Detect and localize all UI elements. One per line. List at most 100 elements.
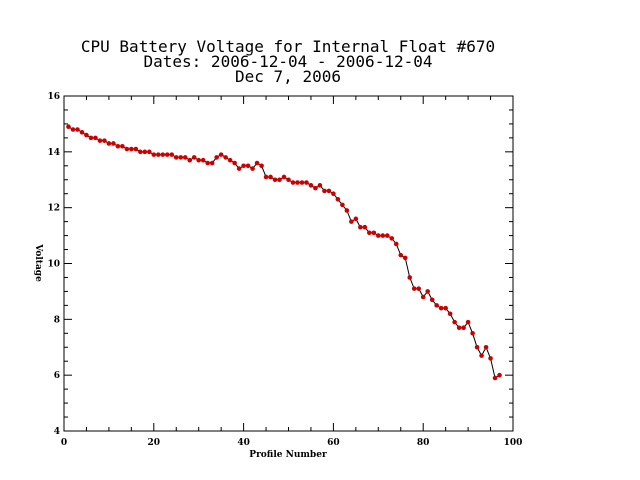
- data-point: [115, 143, 121, 149]
- data-point: [326, 188, 332, 194]
- data-point: [367, 230, 372, 236]
- data-point: [465, 319, 471, 325]
- data-point: [232, 160, 237, 166]
- data-point: [497, 372, 502, 378]
- data-point: [344, 208, 350, 213]
- data-point: [353, 216, 359, 222]
- data-point: [236, 166, 242, 171]
- data-point: [254, 160, 260, 166]
- data-point: [218, 152, 224, 157]
- data-point: [429, 297, 435, 303]
- y-tick-label: 12: [47, 204, 60, 214]
- data-point: [340, 202, 345, 208]
- data-point: [447, 311, 453, 317]
- data-point: [84, 132, 89, 138]
- data-point: [299, 180, 305, 185]
- data-point: [407, 275, 413, 280]
- data-point: [205, 160, 210, 166]
- data-point: [380, 233, 386, 238]
- x-tick-label: 40: [237, 438, 250, 448]
- data-point: [214, 155, 219, 160]
- data-point: [102, 138, 107, 143]
- data-point: [322, 188, 327, 194]
- data-point: [277, 177, 282, 183]
- data-point: [425, 289, 430, 294]
- series-voltage: [66, 124, 502, 381]
- data-point: [313, 185, 318, 191]
- data-point: [492, 375, 498, 381]
- chart-title-line-2: Dates: 2006-12-04 - 2006-12-04: [144, 52, 433, 71]
- data-point: [290, 180, 296, 185]
- data-point: [376, 233, 381, 238]
- data-point: [317, 183, 323, 188]
- data-point: [349, 219, 354, 224]
- data-point: [173, 155, 179, 160]
- data-point: [443, 305, 448, 311]
- data-point: [106, 141, 112, 146]
- data-point: [142, 149, 148, 155]
- data-point: [147, 149, 152, 155]
- data-point: [124, 146, 130, 152]
- x-tick-label: 80: [417, 438, 430, 448]
- data-point: [209, 160, 215, 166]
- y-tick-label: 4: [54, 427, 60, 437]
- data-point: [438, 305, 444, 311]
- series-line: [68, 126, 500, 379]
- data-point: [138, 149, 143, 155]
- data-point: [70, 127, 76, 132]
- data-point: [479, 353, 484, 358]
- y-tick-labels: 4 6 8 10 12 14 16: [47, 92, 60, 437]
- data-point: [358, 224, 363, 230]
- data-point: [281, 174, 287, 180]
- data-point: [263, 174, 269, 180]
- data-point: [461, 325, 466, 331]
- data-point: [452, 319, 457, 325]
- chart-title: CPU Battery Voltage for Internal Float #…: [81, 37, 495, 86]
- data-point: [155, 152, 161, 157]
- data-point: [97, 138, 103, 143]
- data-point: [295, 180, 300, 185]
- data-point: [66, 124, 71, 130]
- y-tick-label: 14: [47, 148, 60, 158]
- y-tick-label: 6: [54, 371, 60, 381]
- data-point: [371, 230, 377, 236]
- data-point: [120, 143, 125, 149]
- data-point: [331, 191, 336, 197]
- data-point: [79, 129, 85, 135]
- data-point: [483, 344, 489, 350]
- data-point: [129, 146, 134, 152]
- data-point: [241, 163, 246, 169]
- y-tick-label: 10: [47, 260, 60, 270]
- data-point: [308, 183, 314, 188]
- x-tick-label: 20: [148, 438, 161, 448]
- data-point: [456, 325, 462, 331]
- x-tick-label: 0: [61, 438, 67, 448]
- data-point: [200, 157, 206, 163]
- data-point: [178, 155, 184, 160]
- y-tick-label: 8: [54, 315, 60, 325]
- data-point: [111, 141, 116, 146]
- data-point: [191, 155, 197, 160]
- data-point: [223, 155, 228, 160]
- x-tick-label: 100: [504, 438, 523, 448]
- data-point: [402, 255, 408, 261]
- data-point: [474, 344, 480, 350]
- data-point: [196, 157, 201, 163]
- data-point: [416, 286, 422, 291]
- chart-title-line-1: CPU Battery Voltage for Internal Float #…: [81, 37, 495, 56]
- data-point: [470, 330, 475, 336]
- y-tick-label: 16: [47, 92, 60, 102]
- data-point: [75, 127, 80, 132]
- data-point: [411, 286, 417, 291]
- data-point: [384, 233, 390, 238]
- data-point: [250, 166, 255, 171]
- data-point: [286, 177, 291, 183]
- data-point: [304, 180, 309, 185]
- data-point: [151, 152, 157, 157]
- data-point: [227, 157, 233, 163]
- data-point: [160, 152, 166, 157]
- data-point: [169, 152, 175, 157]
- y-axis-label: Voltage: [33, 243, 43, 282]
